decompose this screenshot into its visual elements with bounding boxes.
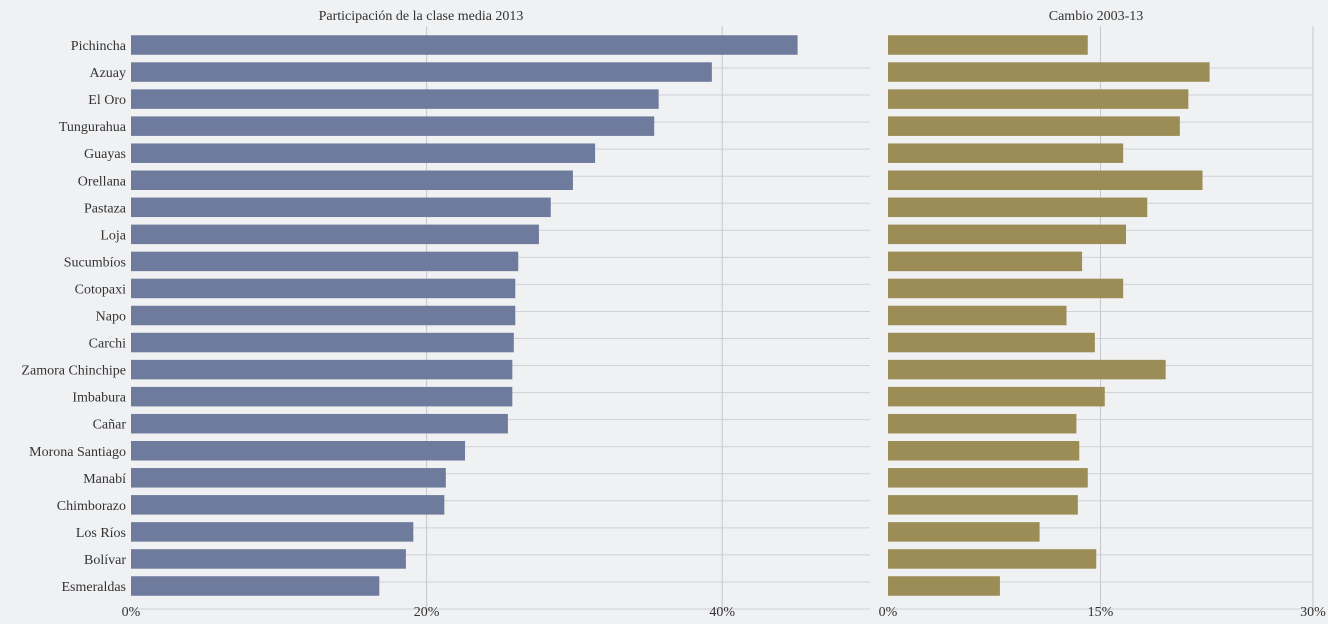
bar-left [131, 495, 445, 515]
bar-left [131, 62, 712, 82]
category-label: El Oro [88, 93, 126, 108]
bar-right [888, 251, 1083, 272]
bar-left [131, 386, 513, 407]
bar-right [888, 224, 1126, 245]
bar-right [888, 332, 1095, 353]
bar-left [131, 278, 516, 299]
tick-label-left: 40% [709, 605, 735, 620]
bar-right [888, 495, 1078, 515]
tick-label-left: 20% [414, 605, 440, 620]
category-label: Sucumbíos [64, 255, 126, 270]
bar-left [131, 89, 659, 109]
category-label: Napo [96, 310, 126, 325]
bar-left [131, 170, 573, 190]
bar-left [131, 35, 798, 55]
bar-right [888, 35, 1088, 55]
tick-label-right: 0% [879, 605, 898, 620]
bar-right [888, 305, 1067, 326]
bars-layer [131, 35, 1210, 596]
category-label: Imbabura [72, 391, 126, 406]
category-label: Guayas [84, 147, 126, 162]
bar-right [888, 522, 1040, 542]
panel-left-title: Participación de la clase media 2013 [319, 9, 524, 24]
category-label: Bolívar [84, 553, 126, 568]
bar-right [888, 413, 1077, 434]
category-label: Cañar [93, 418, 127, 433]
category-label: Pastaza [84, 201, 127, 216]
bar-left [131, 305, 516, 326]
bar-left [131, 116, 655, 136]
bar-right [888, 386, 1105, 407]
category-label: Esmeraldas [61, 580, 126, 595]
bar-left [131, 224, 539, 245]
bar-right [888, 62, 1210, 82]
bar-right [888, 359, 1166, 380]
bar-right [888, 441, 1080, 461]
bar-left [131, 251, 519, 272]
bar-left [131, 359, 513, 380]
bar-left [131, 441, 466, 461]
bar-right [888, 89, 1189, 109]
panel-right-title: Cambio 2003-13 [1049, 9, 1144, 24]
category-label: Cotopaxi [75, 282, 126, 297]
bar-left [131, 332, 514, 353]
category-label: Tungurahua [59, 120, 127, 135]
bar-left [131, 468, 446, 488]
bar-right [888, 197, 1148, 218]
bar-right [888, 278, 1124, 299]
tick-label-right: 15% [1088, 605, 1114, 620]
category-label: Morona Santiago [29, 445, 126, 460]
bar-left [131, 576, 380, 596]
category-label: Azuay [89, 66, 126, 81]
bar-right [888, 143, 1124, 163]
category-label: Los Ríos [76, 526, 126, 541]
bar-right [888, 170, 1203, 190]
bar-right [888, 468, 1088, 488]
category-label: Loja [100, 228, 126, 243]
category-label: Carchi [89, 337, 126, 352]
category-label: Zamora Chinchipe [21, 364, 126, 379]
bar-right [888, 576, 1000, 596]
bar-left [131, 413, 508, 434]
tick-label-left: 0% [122, 605, 141, 620]
tick-label-right: 30% [1300, 605, 1326, 620]
bar-right [888, 116, 1180, 136]
category-label: Pichincha [71, 39, 127, 54]
category-label: Manabí [83, 472, 126, 487]
category-label: Orellana [78, 174, 127, 189]
bar-left [131, 522, 414, 542]
bar-left [131, 549, 406, 569]
labels-layer: 0% 20% 40% 0% 15% 30% Pichincha Azuay El Oro Tung… [21, 39, 1326, 620]
bar-right [888, 549, 1097, 569]
bar-left [131, 197, 551, 218]
category-label: Chimborazo [57, 499, 126, 514]
bar-left [131, 143, 596, 163]
